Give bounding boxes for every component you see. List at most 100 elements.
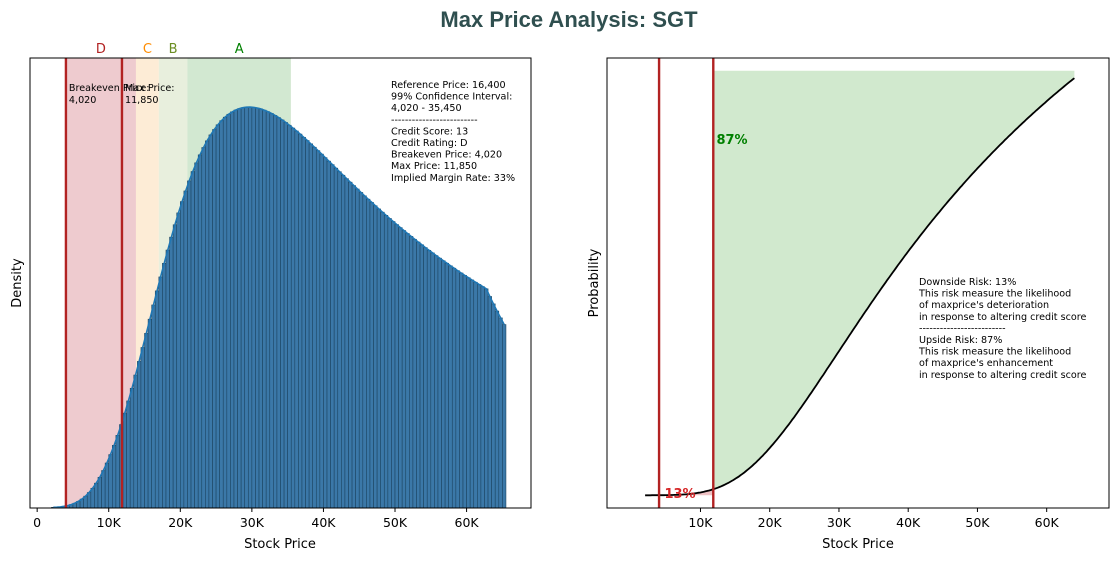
histogram-bar: [341, 174, 346, 509]
histogram-bar: [423, 247, 428, 509]
annotation-line: 99% Confidence Interval:: [391, 92, 512, 103]
histogram-bar: [484, 288, 489, 509]
histogram-bar: [187, 180, 192, 509]
histogram-bar: [233, 109, 238, 509]
histogram-bar: [258, 108, 263, 509]
histogram-bar: [172, 224, 178, 509]
histogram-bar: [416, 241, 421, 509]
histogram-bar: [222, 116, 228, 509]
histogram-bar: [480, 286, 485, 509]
histogram-bar: [97, 476, 102, 509]
cdf-price-markers: [657, 58, 715, 508]
histogram-bar: [183, 190, 188, 509]
downside-percentage: 13%: [664, 487, 695, 502]
histogram-bar: [180, 201, 185, 509]
kde-curve: [53, 106, 505, 509]
histogram-bar: [419, 244, 424, 509]
histogram-bar: [215, 124, 220, 509]
x-tick-label: 20K: [758, 515, 783, 530]
histogram-bar: [491, 303, 496, 509]
histogram-bar: [405, 233, 410, 509]
histogram-bar: [208, 134, 213, 509]
histogram-bar: [383, 215, 389, 509]
upside-risk-area: [713, 70, 1075, 489]
annotation-line: Upside Risk: 87%: [919, 335, 1002, 346]
zone-label-A: A: [235, 42, 244, 57]
histogram-bar: [112, 445, 117, 509]
annotation-line: 4,020 - 35,450: [391, 103, 462, 114]
x-tick-label: 10K: [97, 515, 122, 530]
histogram-bar: [437, 257, 442, 509]
x-tick-label: 30K: [827, 515, 852, 530]
histogram-bar: [154, 290, 160, 509]
histogram-bar: [90, 487, 95, 509]
histogram-bar: [129, 387, 135, 509]
histogram-bar: [315, 150, 321, 509]
histogram-bar: [283, 122, 288, 509]
chart-title: Max Price Analysis: SGT: [440, 7, 698, 32]
x-tick-label: 40K: [311, 515, 336, 530]
annotation-line: This risk measure the likelihood: [918, 289, 1071, 300]
histogram-bar: [487, 296, 492, 509]
histogram-bar: [444, 262, 449, 509]
annotation-line: Credit Rating: D: [391, 138, 468, 149]
histogram-bar: [140, 347, 145, 509]
histogram-bar: [169, 236, 174, 509]
histogram-bar: [165, 249, 170, 509]
x-tick-label: 20K: [168, 515, 193, 530]
histogram-bar: [455, 270, 460, 509]
histogram-bar: [369, 202, 374, 509]
histogram-bar: [441, 260, 446, 509]
histogram-bar: [312, 146, 317, 509]
histogram-bar: [104, 462, 110, 509]
annotation-line: Implied Margin Rate: 33%: [391, 173, 515, 184]
histogram-bar: [344, 178, 349, 509]
cdf-frame: [606, 57, 1110, 509]
annotation-line: -------------------------: [919, 323, 1006, 334]
histogram-bar: [394, 224, 399, 509]
histogram-bar: [126, 400, 131, 509]
histogram-bar: [376, 208, 382, 509]
histogram-bar: [162, 262, 167, 509]
histogram-bar: [122, 412, 127, 509]
x-tick-label: 40K: [896, 515, 921, 530]
histogram-bar: [348, 181, 353, 509]
histogram-bar: [308, 143, 314, 509]
histogram-bar: [205, 140, 210, 509]
histogram-bar: [190, 171, 195, 509]
cdf-x-ticks: 10K 20K 30K 40K 50K 60K: [688, 508, 1060, 530]
histogram-bar: [244, 106, 249, 509]
histogram-bar: [362, 195, 367, 509]
histogram-bar: [251, 107, 256, 509]
histogram-x-ticks: 0 10K 20K 30K 40K 50K 60K: [33, 508, 479, 530]
histogram-bar: [401, 230, 407, 509]
histogram-bar: [276, 117, 281, 509]
histogram-bar: [412, 238, 417, 509]
histogram-bars: [51, 106, 507, 509]
histogram-bar: [294, 130, 299, 509]
annotation-line: Reference Price: 16,400: [391, 80, 506, 91]
price-summary-annotation: Reference Price: 16,400 99% Confidence In…: [391, 80, 515, 184]
histogram-bar: [262, 109, 267, 509]
histogram-bar: [358, 192, 364, 509]
histogram-bar: [137, 361, 142, 509]
histogram-bar: [194, 162, 199, 509]
annotation-line: -------------------------: [391, 115, 478, 126]
histogram-bar: [451, 267, 457, 509]
histogram-bar: [373, 205, 378, 509]
histogram-bar: [469, 279, 475, 509]
zone-label-D: D: [96, 42, 106, 57]
marker-label-value: 4,020: [69, 95, 96, 106]
histogram-bar: [430, 252, 435, 509]
cdf-curve: [645, 77, 1075, 497]
downside-risk-area: [659, 489, 714, 496]
histogram-bar: [333, 167, 339, 509]
risk-annotation: Downside Risk: 13% This risk measure the …: [918, 277, 1086, 381]
histogram-bar: [147, 318, 152, 509]
annotation-line: Credit Score: 13: [391, 126, 468, 137]
x-tick-label: 10K: [688, 515, 713, 530]
histogram-bar: [144, 333, 149, 509]
